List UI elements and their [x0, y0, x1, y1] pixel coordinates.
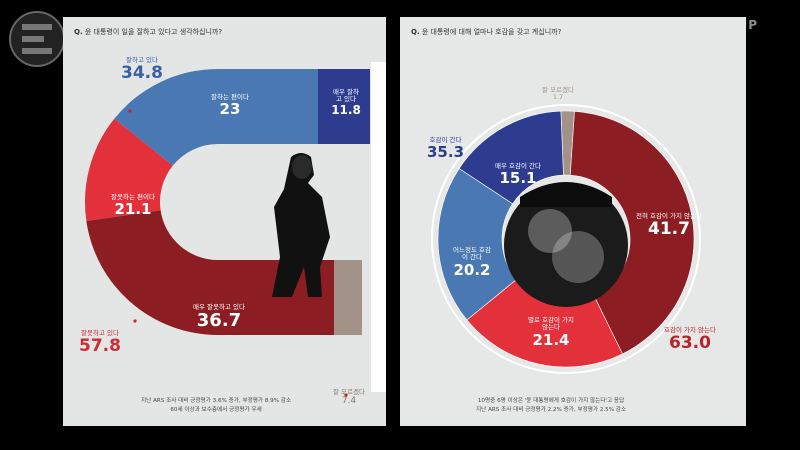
slice-어느정도-호감이-간다 — [437, 168, 517, 321]
question-title: Q. 윤 대통령이 일을 잘하고 있다고 생각하십니까? — [74, 28, 223, 36]
leader-dot — [133, 319, 137, 323]
label-very-bad: 매우 잘못하고 있다 36.7 — [193, 303, 245, 332]
label-not-at-all: 전혀 호감이 가지 않는다 41.7 — [636, 212, 702, 240]
approval-ring — [85, 62, 386, 392]
leader-dot — [128, 109, 132, 113]
slice-잘하는-편이다 — [114, 69, 218, 166]
label-somewhat-favorable: 어느정도 호감이 간다 20.2 — [453, 246, 491, 279]
footnote: 지난 ARS 조사 대비 긍정평가 3.6% 증가, 부정평가 8.9% 감소 … — [141, 398, 292, 413]
approval-chart-panel: Q. 윤 대통령이 일을 잘하고 있다고 생각하십니까? 잘하고 있다 34.8… — [63, 17, 386, 426]
channel-logo — [8, 10, 66, 68]
total-positive: 호감이 간다 35.3 — [427, 136, 465, 162]
label-very-good: 매우 잘하고 있다 11.8 — [331, 88, 361, 117]
leader-dots — [128, 109, 348, 397]
label-very-favorable: 매우 호감이 간다 15.1 — [495, 162, 541, 188]
total-negative: 호감이 가지 않는다 63.0 — [664, 326, 716, 354]
approval-chart-svg — [85, 62, 386, 397]
slice-잘-모르겠다-arm — [334, 260, 362, 335]
footnote: 10명중 6명 이상은 '윤 대통령에게 호감이 가지 않는다'고 응답 지난 … — [476, 398, 627, 413]
label-dont-know: 잘 모르겠다 7.4 — [333, 388, 365, 407]
panel-edge-strip — [371, 62, 386, 392]
label-dont-know: 잘 모르겠다 1.7 — [542, 86, 574, 102]
favorability-chart-svg — [431, 104, 701, 374]
president-face-photo — [504, 182, 628, 307]
label-bad: 잘못하는 편이다 21.1 — [111, 193, 155, 219]
outer-ring-outline — [431, 104, 701, 374]
favorability-chart-panel: Q. 윤 대통령에 대해 얼마나 호감을 갖고 계십니까? 잘 모르겠다 1.7… — [400, 17, 746, 426]
total-negative: 잘못하고 있다 57.8 — [79, 329, 121, 357]
slice-매우-잘못하고-있다 — [86, 210, 218, 335]
question-title: Q. 윤 대통령에 대해 얼마나 호감을 갖고 계십니까? — [411, 28, 562, 36]
label-good: 잘하는 편이다 23 — [211, 93, 249, 119]
leader-dot — [344, 393, 348, 397]
total-positive: 잘하고 있다 34.8 — [121, 56, 163, 84]
slice-매우-잘하고-있다-arm — [318, 69, 370, 144]
president-photo — [272, 153, 330, 297]
channel-logo-graphic — [9, 11, 65, 67]
label-not-very: 별로 호감이 가지않는다 21.4 — [528, 316, 574, 349]
slice-잘하는-편이다-arm — [218, 69, 318, 144]
slice-매우-호감이-간다 — [458, 110, 564, 205]
slice-잘못하는-편이다 — [85, 118, 173, 222]
